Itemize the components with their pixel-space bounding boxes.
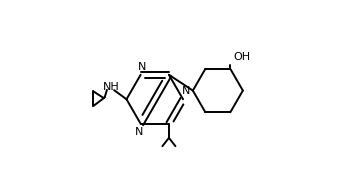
Text: N: N (135, 127, 143, 137)
Text: NH: NH (103, 82, 120, 92)
Text: N: N (138, 61, 146, 71)
Text: N: N (182, 86, 190, 96)
Text: OH: OH (233, 52, 250, 62)
